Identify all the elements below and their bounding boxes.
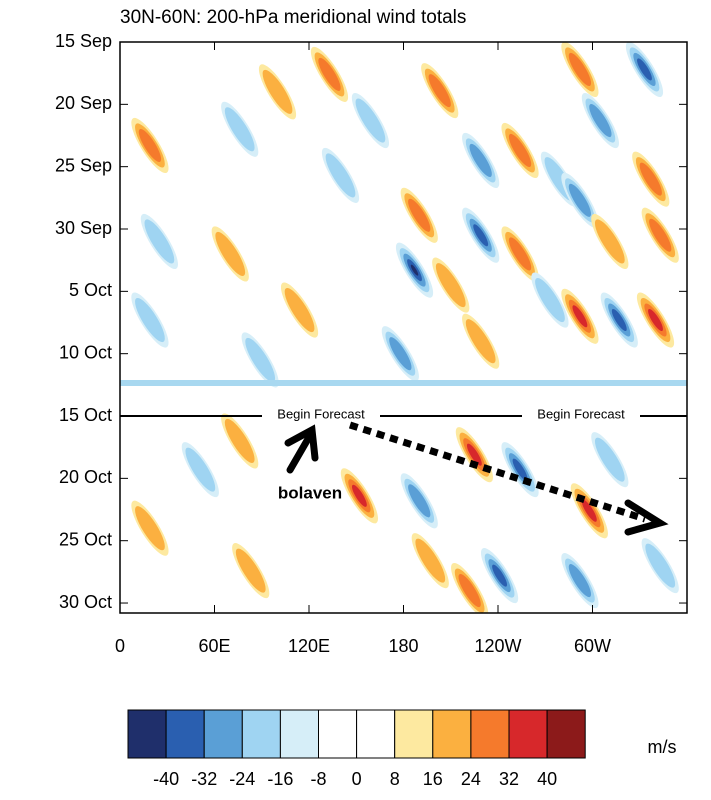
- wind-contour: [355, 98, 386, 143]
- wind-contour: [351, 484, 367, 507]
- wind-contour: [637, 58, 652, 81]
- wind-contour: [458, 574, 481, 608]
- colorbar-tick-label: -8: [310, 769, 326, 789]
- label-bg: [262, 405, 380, 423]
- wind-contour: [235, 548, 266, 593]
- wind-contour: [639, 162, 662, 196]
- colorbar-label: m/s: [648, 737, 677, 757]
- colorbar-tick-label: 16: [423, 769, 443, 789]
- y-tick-label: 20 Sep: [55, 93, 112, 113]
- colorbar: -40 -32 -24 -16 -8 0 8 16 24 32 40: [127, 709, 586, 789]
- x-tick-label: 120W: [474, 636, 521, 656]
- wind-contour: [389, 337, 412, 371]
- wind-contour: [245, 337, 276, 382]
- wind-contour: [224, 418, 255, 463]
- y-tick-label: 15 Oct: [59, 405, 112, 425]
- x-tick-label: 0: [115, 636, 125, 656]
- x-tick-label: 60E: [198, 636, 230, 656]
- colorbar-tick-label: -32: [191, 769, 217, 789]
- colorbar-tick-label: 8: [390, 769, 400, 789]
- colorbar-tick-label: -24: [229, 769, 255, 789]
- wind-contour: [568, 564, 592, 598]
- wind-contour: [466, 443, 482, 466]
- colorbar-box: [356, 709, 396, 759]
- wind-contour: [645, 543, 676, 588]
- annotation: Begin Forecast: [537, 406, 625, 421]
- annotation: bolaven: [278, 483, 342, 502]
- x-tick-label: 120E: [288, 636, 330, 656]
- wind-contour: [410, 264, 419, 276]
- field: [131, 42, 679, 613]
- wind-contour: [185, 447, 216, 492]
- colorbar-box: [241, 709, 281, 759]
- wind-contour: [568, 52, 592, 86]
- wind-contour: [535, 278, 565, 323]
- y-tick-label: 30 Sep: [55, 218, 112, 238]
- colorbar-box: [470, 709, 510, 759]
- wind-contour: [215, 231, 246, 276]
- wind-contour: [408, 198, 431, 232]
- colorbar-tick-label: -16: [267, 769, 293, 789]
- annotation: Begin Forecast: [277, 406, 365, 421]
- wind-contour: [144, 219, 175, 264]
- y-tick-label: 15 Sep: [55, 31, 112, 51]
- y-tick-label: 5 Oct: [69, 280, 112, 300]
- wind-contour: [648, 308, 663, 332]
- wind-contour: [135, 297, 165, 343]
- wind-contour: [428, 74, 451, 108]
- wind-contour: [465, 319, 496, 364]
- wind-contour: [473, 224, 489, 247]
- colorbar-box: [508, 709, 548, 759]
- x-tick-label: 60W: [574, 636, 611, 656]
- wind-contour: [262, 69, 293, 114]
- wind-contour: [508, 133, 532, 167]
- colorbar-tick-label: 40: [537, 769, 557, 789]
- wind-contour: [512, 458, 528, 481]
- wind-contour: [469, 143, 492, 177]
- colorbar-box: [394, 709, 434, 759]
- colorbar-box: [279, 709, 319, 759]
- x-tick-label: 180: [388, 636, 418, 656]
- colorbar-tick-label: -40: [153, 769, 179, 789]
- wind-contour: [408, 484, 431, 518]
- label-bg: [522, 405, 640, 423]
- wind-contour: [572, 305, 588, 328]
- y-tick-label: 10 Oct: [59, 342, 112, 362]
- wind-contour: [611, 308, 627, 332]
- wind-contour: [325, 153, 356, 198]
- colorbar-box: [546, 709, 586, 759]
- wind-contour: [492, 564, 508, 587]
- y-tick-label: 25 Oct: [59, 529, 112, 549]
- colorbar-box: [203, 709, 243, 759]
- wind-contour: [649, 218, 672, 252]
- arrows: [284, 421, 669, 536]
- wind-contour: [594, 437, 625, 482]
- colorbar-tick-label: 0: [352, 769, 362, 789]
- y-tick-label: 30 Oct: [59, 592, 112, 612]
- wind-contour: [594, 219, 625, 264]
- colorbar-box: [165, 709, 205, 759]
- colorbar-box: [318, 709, 358, 759]
- wind-contour: [135, 506, 165, 551]
- colorbar-tick-label: 32: [499, 769, 519, 789]
- chart-title: 30N-60N: 200-hPa meridional wind totals: [120, 7, 466, 28]
- wind-contour: [435, 263, 466, 308]
- missing-band: [120, 380, 687, 386]
- colorbar-tick-label: 24: [461, 769, 481, 789]
- wind-contour: [589, 104, 612, 138]
- wind-contour: [568, 183, 592, 217]
- y-tick-label: 25 Sep: [55, 155, 112, 175]
- wind-contour: [224, 107, 255, 152]
- wind-contour: [581, 499, 597, 522]
- wind-contour: [284, 288, 315, 333]
- wind-contour: [508, 237, 532, 271]
- wind-contour: [415, 538, 446, 583]
- colorbar-box: [432, 709, 472, 759]
- colorbar-box: [127, 709, 167, 759]
- wind-contour: [318, 57, 341, 91]
- wind-contour: [138, 128, 162, 163]
- y-tick-label: 20 Oct: [59, 467, 112, 487]
